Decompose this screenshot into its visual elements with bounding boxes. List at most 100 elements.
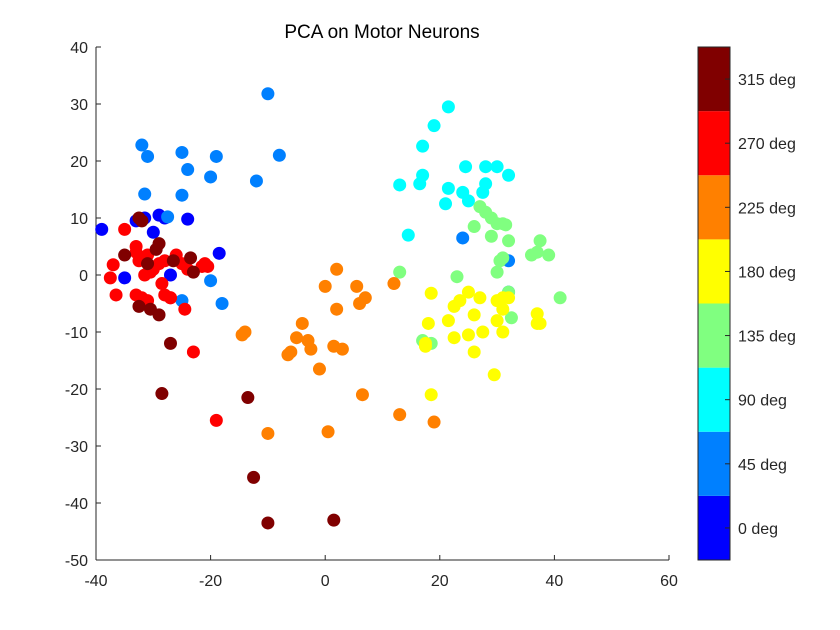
data-point	[453, 294, 467, 308]
data-point	[401, 228, 415, 242]
colorbar-segment	[698, 111, 730, 176]
data-point	[387, 277, 401, 291]
data-point	[355, 388, 369, 402]
data-point	[393, 265, 407, 279]
data-point	[155, 387, 169, 401]
data-point	[479, 160, 493, 174]
data-point	[427, 119, 441, 133]
colorbar: 0 deg 45 deg 90 deg 135 deg 180 deg 225 deg 27…	[697, 46, 796, 561]
data-point	[118, 271, 132, 285]
data-point	[204, 274, 218, 288]
colorbar-label: 135 deg	[738, 329, 796, 346]
data-point	[490, 160, 504, 174]
colorbar-label: 0 deg	[738, 521, 778, 538]
data-point	[166, 254, 180, 268]
y-tick-label: 10	[70, 211, 88, 228]
data-point	[103, 271, 117, 285]
data-point	[152, 308, 166, 322]
data-point	[181, 212, 195, 226]
colorbar-segment	[698, 303, 730, 368]
data-point	[95, 222, 109, 236]
x-tick-label: -40	[84, 573, 107, 590]
data-point	[424, 388, 438, 402]
data-point	[209, 413, 223, 427]
data-point	[281, 348, 295, 362]
data-point	[496, 325, 510, 339]
series-315-deg	[118, 211, 341, 530]
data-point	[241, 391, 255, 405]
data-point	[161, 210, 175, 224]
y-tick-label: 40	[70, 40, 88, 57]
data-point	[493, 254, 507, 268]
data-point	[447, 331, 461, 345]
data-point	[416, 168, 430, 182]
colorbar-label: 270 deg	[738, 136, 796, 153]
data-point	[141, 257, 155, 271]
colorbar-label: 180 deg	[738, 264, 796, 281]
data-point	[530, 245, 544, 259]
y-tick-label: 0	[79, 268, 88, 285]
data-point	[138, 187, 152, 201]
data-point	[476, 325, 490, 339]
data-point	[441, 314, 455, 328]
data-point	[467, 308, 481, 322]
data-point	[490, 314, 504, 328]
data-point	[295, 316, 309, 330]
data-point	[318, 279, 332, 293]
data-point	[393, 178, 407, 192]
data-point	[327, 513, 341, 527]
data-point	[163, 336, 177, 350]
series-225-deg	[235, 262, 441, 440]
data-point	[175, 188, 189, 202]
data-point	[235, 328, 249, 342]
colorbar-segment	[698, 239, 730, 304]
data-point	[461, 285, 475, 299]
data-point	[106, 258, 120, 272]
data-point	[261, 516, 275, 530]
data-point	[290, 331, 304, 345]
data-point	[301, 334, 315, 348]
data-point	[467, 220, 481, 234]
colorbar-frame	[697, 46, 731, 561]
data-point	[146, 225, 160, 239]
data-point	[542, 248, 556, 262]
data-point	[204, 170, 218, 184]
data-point	[109, 288, 123, 302]
series-90-deg	[393, 100, 516, 242]
data-point	[272, 148, 286, 162]
data-point	[461, 194, 475, 208]
data-point	[456, 231, 470, 245]
data-point	[418, 339, 432, 353]
data-point	[321, 425, 335, 439]
data-point	[327, 339, 341, 353]
data-point	[261, 426, 275, 440]
colorbar-segment	[698, 367, 730, 432]
data-point	[312, 362, 326, 376]
data-point	[358, 291, 372, 305]
data-point	[461, 328, 475, 342]
data-point	[441, 181, 455, 195]
colorbar-segment	[698, 431, 730, 496]
data-point	[393, 408, 407, 422]
data-point	[175, 145, 189, 159]
data-point	[502, 291, 516, 305]
data-point	[502, 168, 516, 182]
x-tick-label: 60	[660, 573, 678, 590]
y-tick-label: -20	[65, 382, 88, 399]
data-point	[439, 197, 453, 211]
data-point	[424, 286, 438, 300]
data-point	[553, 291, 567, 305]
series-180-deg	[418, 285, 547, 402]
data-point	[416, 139, 430, 153]
data-point	[141, 149, 155, 163]
data-point	[155, 277, 169, 291]
chart-title: PCA on Motor Neurons	[284, 22, 479, 43]
data-point	[184, 251, 198, 265]
colorbar-segment	[698, 175, 730, 240]
colorbar-label: 90 deg	[738, 393, 787, 410]
data-point	[450, 270, 464, 284]
colorbar-label: 45 deg	[738, 457, 787, 474]
data-point	[261, 87, 275, 101]
data-point	[132, 299, 146, 313]
colorbar-segment	[698, 495, 730, 560]
